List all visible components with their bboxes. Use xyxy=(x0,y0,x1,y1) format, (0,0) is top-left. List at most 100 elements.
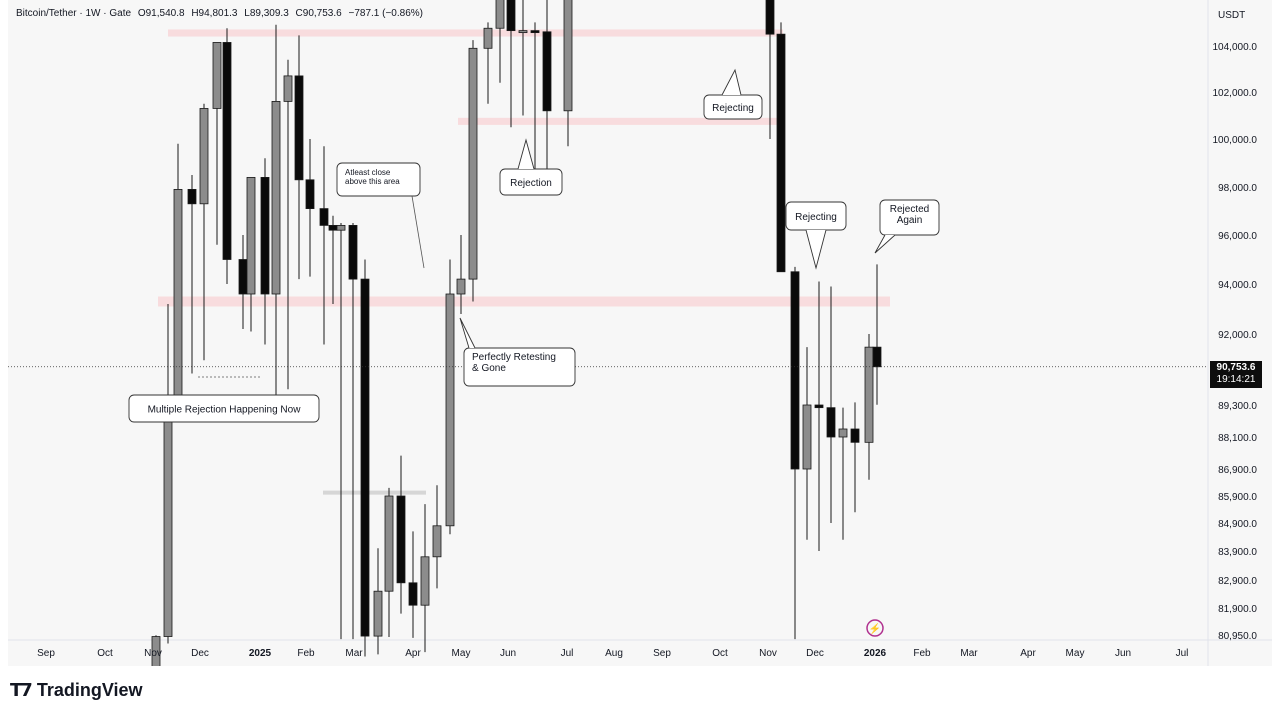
candle-body xyxy=(336,224,346,231)
currency-label[interactable]: USDT xyxy=(1218,10,1246,21)
tradingview-wordmark: TradingView xyxy=(36,680,143,700)
candle-body xyxy=(864,346,874,443)
change-value: −787.1 (−0.86%) xyxy=(348,8,423,19)
candlestick-chart[interactable]: 104,000.0 102,000.0 100,000.0 98,000.0 96,00… xyxy=(8,0,1272,666)
candle-body xyxy=(360,278,370,637)
open-value: O91,540.8 xyxy=(137,8,185,19)
candle-body xyxy=(294,75,304,181)
tradingview-logo[interactable]: T7 TradingView xyxy=(10,680,143,701)
candle-body xyxy=(530,30,540,34)
x-tick-label: Feb xyxy=(297,648,315,659)
candle-body xyxy=(850,428,860,443)
x-tick-label: Oct xyxy=(712,648,728,659)
close-value: C90,753.6 xyxy=(295,8,342,19)
candle-body xyxy=(483,27,493,49)
y-tick-label: 84,900.0 xyxy=(1218,519,1257,530)
candle-body xyxy=(826,407,836,438)
x-tick-label: Dec xyxy=(191,648,209,659)
x-tick-label: Feb xyxy=(913,648,931,659)
x-tick-label: Dec xyxy=(806,648,824,659)
symbol-name[interactable]: Bitcoin/Tether · 1W · Gate xyxy=(16,8,132,19)
low-value: L89,309.3 xyxy=(244,8,289,19)
candle-body xyxy=(408,582,418,606)
candle-body xyxy=(468,47,478,280)
y-tick-label: 86,900.0 xyxy=(1218,465,1257,476)
y-tick-label: 82,900.0 xyxy=(1218,576,1257,587)
candle-body xyxy=(328,224,338,231)
candle-body xyxy=(373,590,383,637)
candle-body xyxy=(456,278,466,295)
callout-box xyxy=(128,394,320,423)
price-zone-1 xyxy=(458,117,783,125)
candle-body xyxy=(187,188,197,205)
callout-pointer xyxy=(721,68,742,96)
price-zone-2 xyxy=(158,296,890,307)
current-price-tag: 90,753.6 19:14:21 xyxy=(1210,361,1262,388)
callout-5[interactable]: Rejecting xyxy=(785,201,847,270)
bar-countdown: 19:14:21 xyxy=(1216,374,1256,385)
callout-pointer xyxy=(517,138,535,170)
candle-body xyxy=(384,495,394,592)
x-tick-label: Jun xyxy=(1115,648,1131,659)
callout-pointer xyxy=(459,317,476,349)
callout-text: Rejecting xyxy=(712,103,754,114)
candle-body xyxy=(445,293,455,527)
candle-body xyxy=(506,0,516,32)
lightning-glyph: ⚡ xyxy=(869,622,881,635)
chart-panel[interactable]: 104,000.0 102,000.0 100,000.0 98,000.0 96,00… xyxy=(8,0,1272,666)
candle-body xyxy=(518,30,528,34)
callout-4[interactable]: Rejecting xyxy=(703,68,763,120)
callout-pointer xyxy=(411,195,425,269)
candle-body xyxy=(765,0,775,35)
y-tick-label: 85,900.0 xyxy=(1218,492,1257,503)
candle-body xyxy=(814,404,824,409)
y-tick-label: 96,000.0 xyxy=(1218,231,1257,242)
y-tick-label: 88,100.0 xyxy=(1218,433,1257,444)
x-tick-label: Jul xyxy=(1176,648,1189,659)
y-tick-label: 102,000.0 xyxy=(1213,88,1258,99)
x-tick-label: Jun xyxy=(500,648,516,659)
x-tick-label: Apr xyxy=(405,648,421,659)
candle-body xyxy=(305,179,315,210)
y-tick-label: 94,000.0 xyxy=(1218,280,1257,291)
candle-body xyxy=(246,176,256,295)
callout-box xyxy=(336,162,421,197)
y-tick-label: 100,000.0 xyxy=(1213,135,1258,146)
x-tick-label: Mar xyxy=(960,648,978,659)
y-tick-label: 89,300.0 xyxy=(1218,401,1257,412)
callout-pointer xyxy=(874,234,896,254)
candle-body xyxy=(173,188,183,406)
candle-body xyxy=(238,259,248,295)
candle-body xyxy=(151,636,161,666)
callout-text: Rejected xyxy=(890,204,929,215)
candle-body xyxy=(260,176,270,295)
candle-body xyxy=(802,404,812,470)
candle-body xyxy=(776,33,786,273)
x-tick-label: May xyxy=(1066,648,1085,659)
candle-body xyxy=(872,346,882,368)
callout-2[interactable]: Rejection xyxy=(499,138,563,196)
y-tick-label: 92,000.0 xyxy=(1218,330,1257,341)
candle-body xyxy=(495,0,505,29)
callout-3[interactable]: Perfectly Retesting& Gone xyxy=(459,317,576,387)
callout-text: Again xyxy=(897,215,923,226)
y-tick-label: 104,000.0 xyxy=(1213,42,1258,53)
price-zone-3 xyxy=(323,490,426,495)
symbol-header: Bitcoin/Tether · 1W · Gate O91,540.8 H94… xyxy=(16,8,427,19)
candle-body xyxy=(222,42,232,260)
y-tick-label: 98,000.0 xyxy=(1218,183,1257,194)
callout-0[interactable]: Multiple Rejection Happening Now xyxy=(128,376,320,423)
x-tick-label: Sep xyxy=(653,648,671,659)
candle-body xyxy=(432,525,442,558)
high-value: H94,801.3 xyxy=(191,8,238,19)
candle-body xyxy=(420,556,430,606)
callout-text: Rejecting xyxy=(795,212,837,223)
x-tick-label: Nov xyxy=(144,648,162,659)
candle-body xyxy=(283,75,293,102)
current-price: 90,753.6 xyxy=(1216,362,1256,373)
x-tick-label: Mar xyxy=(345,648,363,659)
candle-body xyxy=(348,224,358,280)
lightning-icon xyxy=(866,619,884,637)
